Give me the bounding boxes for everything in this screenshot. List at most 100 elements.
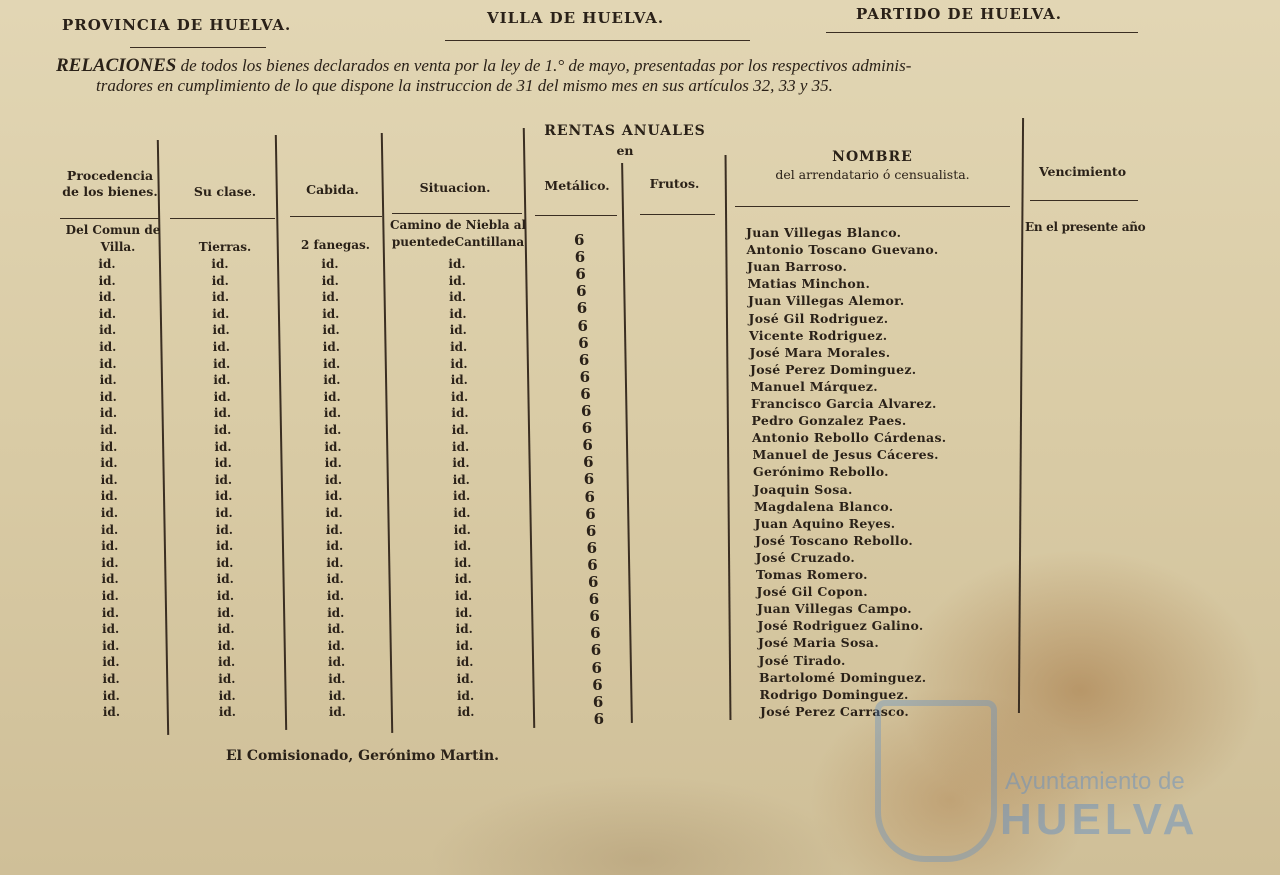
procedencia-cell: Villa. xyxy=(100,240,136,254)
metalico-value: 6 xyxy=(575,265,586,284)
situacion-cell: id. xyxy=(455,605,473,620)
col-situacion: Situacion. xyxy=(419,180,491,195)
clase-cell: id. xyxy=(211,290,230,305)
situacion-cell: id. xyxy=(452,439,470,454)
situacion-cell: id. xyxy=(454,572,472,587)
arrendatario-name: Manuel Márquez. xyxy=(750,378,878,394)
metalico-value: 6 xyxy=(590,641,602,660)
arrendatario-name: Rodrigo Dominguez. xyxy=(759,686,909,702)
col-clase: Su clase. xyxy=(193,184,257,199)
arrendatario-name: Antonio Toscano Guevano. xyxy=(746,242,939,258)
clase-cell: Tierras. xyxy=(198,240,252,254)
situacion-cell: id. xyxy=(456,655,474,670)
procedencia-cell: id. xyxy=(102,622,120,637)
clase-cell: id. xyxy=(217,638,235,653)
arrendatario-name: Gerónimo Rebollo. xyxy=(753,464,889,480)
situacion-cell: id. xyxy=(456,638,474,653)
situacion-cell: id. xyxy=(455,589,473,603)
divider xyxy=(735,206,1010,207)
metalico-value: 6 xyxy=(578,333,589,352)
arrendatario-name: José Mara Morales. xyxy=(749,344,891,360)
metalico-value: 6 xyxy=(583,453,594,472)
cabida-cell: id. xyxy=(327,605,345,620)
clase-cell: id. xyxy=(218,655,236,670)
cabida-cell: id. xyxy=(323,356,341,371)
procedencia-cell: id. xyxy=(98,257,116,271)
clase-cell: id. xyxy=(214,472,233,487)
situacion-cell: id. xyxy=(454,539,472,554)
situacion-cell: id. xyxy=(450,373,468,388)
metalico-value: 6 xyxy=(581,402,592,420)
cabida-cell: id. xyxy=(321,273,339,288)
metalico-value: 6 xyxy=(576,282,587,301)
clase-cell: id. xyxy=(214,423,232,437)
procedencia-cell: id. xyxy=(101,539,119,554)
col-metalico: Metálico. xyxy=(544,178,610,193)
metalico-value: 6 xyxy=(579,367,591,386)
situacion-cell: id. xyxy=(449,323,467,338)
situacion-cell: id. xyxy=(457,705,475,720)
metalico-value: 6 xyxy=(592,692,604,711)
metalico-value: 6 xyxy=(585,521,597,540)
procedencia-cell: id. xyxy=(99,340,117,354)
cabida-cell: id. xyxy=(322,323,340,338)
column-rule xyxy=(724,155,731,720)
clase-cell: id. xyxy=(216,572,234,587)
procedencia-cell: id. xyxy=(102,638,120,653)
arrendatario-name: Juan Villegas Blanco. xyxy=(746,225,902,240)
clase-cell: id. xyxy=(212,323,230,338)
situacion-cell: id. xyxy=(448,257,466,271)
procedencia-cell: id. xyxy=(98,273,116,288)
watermark-line-2: HUELVA xyxy=(1000,795,1199,844)
clase-cell: id. xyxy=(213,389,231,404)
cabida-cell: id. xyxy=(322,306,340,321)
metalico-value: 6 xyxy=(580,384,591,403)
cabida-cell: id. xyxy=(328,655,346,670)
arrendatario-name: Tomas Romero. xyxy=(756,567,868,582)
divider xyxy=(290,216,382,217)
procedencia-cell: id. xyxy=(99,323,117,338)
divider xyxy=(392,213,522,214)
situacion-cell: id. xyxy=(455,622,473,637)
situacion-cell: puentedeCantillana xyxy=(391,235,525,249)
intro-text: de todos los bienes declarados en venta … xyxy=(176,56,912,75)
arrendatario-name: José Perez Dominguez. xyxy=(750,361,917,377)
arrendatario-name: José Cruzado. xyxy=(755,549,856,565)
column-rule xyxy=(274,135,287,730)
divider xyxy=(445,40,750,41)
procedencia-cell: id. xyxy=(102,688,120,703)
clase-cell: id. xyxy=(218,688,236,703)
provincia-heading: PROVINCIA DE HUELVA. xyxy=(62,16,292,34)
col-rentas: RENTAS ANUALES xyxy=(544,123,706,139)
cabida-cell: id. xyxy=(324,472,343,487)
cabida-cell: id. xyxy=(325,522,343,537)
divider xyxy=(130,47,266,48)
procedencia-cell: id. xyxy=(99,389,117,404)
metalico-value: 6 xyxy=(583,470,595,489)
cabida-cell: id. xyxy=(328,672,346,686)
clase-cell: id. xyxy=(214,439,232,454)
cabida-cell: 2 fanegas. xyxy=(301,238,370,252)
procedencia-cell: id. xyxy=(101,605,120,620)
procedencia-cell: id. xyxy=(101,522,119,537)
situacion-cell: id. xyxy=(451,423,469,437)
cabida-cell: id. xyxy=(324,456,342,471)
metalico-value: 6 xyxy=(589,607,600,626)
procedencia-cell: id. xyxy=(100,456,118,471)
procedencia-cell: id. xyxy=(101,572,119,587)
clase-cell: id. xyxy=(218,705,236,720)
situacion-cell: id. xyxy=(448,273,466,288)
cabida-cell: id. xyxy=(326,589,345,603)
situacion-cell: id. xyxy=(457,688,475,703)
col-cabida: Cabida. xyxy=(306,182,359,197)
clase-cell: id. xyxy=(216,539,234,554)
situacion-cell: id. xyxy=(453,506,471,520)
clase-cell: id. xyxy=(215,522,233,537)
cabida-cell: id. xyxy=(327,622,345,637)
situacion-cell: id. xyxy=(451,406,469,421)
cabida-cell: id. xyxy=(328,705,346,720)
clase-cell: id. xyxy=(217,622,235,637)
intro-lead: RELACIONES xyxy=(56,55,177,76)
arrendatario-name: José Maria Sosa. xyxy=(758,635,879,651)
divider xyxy=(60,218,160,219)
